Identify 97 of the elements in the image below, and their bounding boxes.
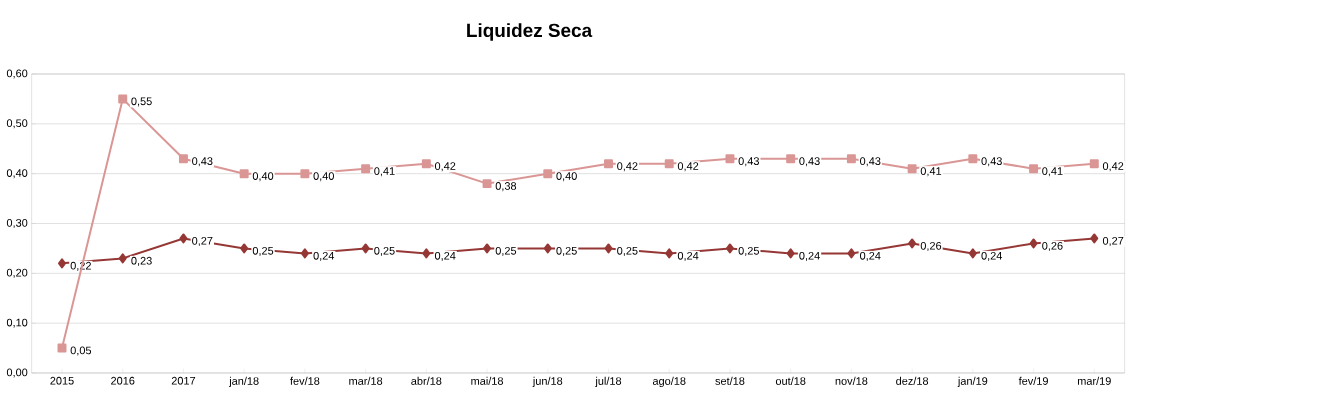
point xyxy=(604,243,613,254)
data-label: 0,26 xyxy=(1042,241,1063,251)
x-tick-label: ago/18 xyxy=(652,376,686,388)
point xyxy=(179,233,188,244)
point xyxy=(421,159,431,169)
data-label: 0,42 xyxy=(677,162,699,172)
x-tick-label: mar/18 xyxy=(349,376,383,385)
point xyxy=(907,164,917,174)
point xyxy=(483,243,492,254)
y-tick-label: 0,60 xyxy=(6,69,28,79)
y-tick-label: 0,20 xyxy=(6,268,28,278)
point xyxy=(664,159,674,169)
data-label: 0,43 xyxy=(981,157,1002,167)
data-label: 0,43 xyxy=(860,157,881,167)
data-label: 0,25 xyxy=(495,246,517,256)
point xyxy=(118,94,128,104)
point xyxy=(846,154,856,164)
x-tick-label: 2015 xyxy=(50,376,74,385)
x-tick-label: fev/18 xyxy=(290,376,320,385)
point xyxy=(57,343,67,353)
point xyxy=(240,243,249,254)
point xyxy=(604,159,613,169)
point xyxy=(543,243,552,254)
data-label: 0,55 xyxy=(131,97,152,107)
data-label: 0,40 xyxy=(313,172,334,182)
data-label: 0,43 xyxy=(738,157,759,167)
point xyxy=(58,258,66,269)
data-label: 0,42 xyxy=(617,162,638,172)
point xyxy=(482,179,492,189)
x-tick-label: set/18 xyxy=(715,376,745,385)
data-label: 0,24 xyxy=(799,251,820,261)
point xyxy=(786,248,795,259)
data-label: 0,24 xyxy=(313,251,335,261)
data-label: 0,25 xyxy=(738,246,759,256)
data-label: 0,05 xyxy=(70,346,92,356)
point xyxy=(361,164,371,174)
x-tick-label: fev/19 xyxy=(1018,376,1048,385)
point xyxy=(908,238,917,249)
chart-title: Liquidez Seca xyxy=(467,23,593,41)
data-label: 0,25 xyxy=(617,246,638,256)
data-label: 0,42 xyxy=(1102,162,1124,172)
data-label: 0,25 xyxy=(374,246,395,256)
x-tick-label: mar/19 xyxy=(1077,376,1111,385)
data-label: 0,25 xyxy=(556,246,577,256)
data-label: 0,27 xyxy=(192,236,213,246)
x-tick-label: mai/18 xyxy=(471,376,504,385)
point xyxy=(1089,159,1099,169)
y-tick-label: 0,00 xyxy=(6,368,28,378)
point xyxy=(968,154,978,164)
point xyxy=(665,248,674,259)
data-label: 0,40 xyxy=(556,172,577,182)
data-label: 0,43 xyxy=(799,157,820,167)
x-tick-label: nov/18 xyxy=(835,376,868,385)
point xyxy=(543,169,553,179)
data-label: 0,41 xyxy=(920,167,942,177)
y-tick-label: 0,50 xyxy=(6,119,28,129)
data-label: 0,41 xyxy=(1042,167,1063,177)
y-tick-label: 0,10 xyxy=(6,318,28,328)
x-tick-label: abr/18 xyxy=(411,376,442,385)
point xyxy=(786,154,796,164)
data-label: 0,41 xyxy=(374,167,395,177)
x-tick-label: 2017 xyxy=(171,376,196,385)
data-label: 0,24 xyxy=(677,251,699,261)
point xyxy=(725,154,735,164)
point xyxy=(300,248,309,259)
x-tick-label: out/18 xyxy=(775,376,806,385)
point xyxy=(725,243,734,254)
data-label: 0,23 xyxy=(131,256,152,266)
point xyxy=(118,253,127,264)
data-label: 0,25 xyxy=(252,246,274,256)
data-label: 0,26 xyxy=(920,241,942,251)
point xyxy=(239,169,249,179)
data-label: 0,38 xyxy=(495,182,517,192)
x-tick-label: 2016 xyxy=(111,376,135,385)
x-tick-label: jul/18 xyxy=(595,376,622,388)
data-label: 0,24 xyxy=(981,251,1003,261)
data-label: 0,27 xyxy=(1102,236,1124,246)
data-label: 0,42 xyxy=(434,162,456,172)
x-tick-label: jun/18 xyxy=(532,376,563,388)
point xyxy=(422,248,431,259)
point xyxy=(1029,238,1038,249)
data-label: 0,24 xyxy=(434,251,456,261)
point xyxy=(968,248,977,259)
point xyxy=(300,169,310,179)
data-label: 0,43 xyxy=(192,157,213,167)
point xyxy=(178,154,188,164)
x-tick-label: dez/18 xyxy=(896,376,929,385)
data-label: 0,40 xyxy=(252,172,274,182)
x-tick-label: jan/18 xyxy=(228,376,259,388)
point xyxy=(1029,164,1039,174)
x-tick-label: jan/19 xyxy=(957,376,988,388)
y-tick-label: 0,40 xyxy=(6,169,28,179)
point xyxy=(361,243,370,254)
data-label: 0,24 xyxy=(860,251,881,261)
point xyxy=(1090,233,1099,244)
y-tick-label: 0,30 xyxy=(6,218,28,229)
point xyxy=(847,248,856,259)
